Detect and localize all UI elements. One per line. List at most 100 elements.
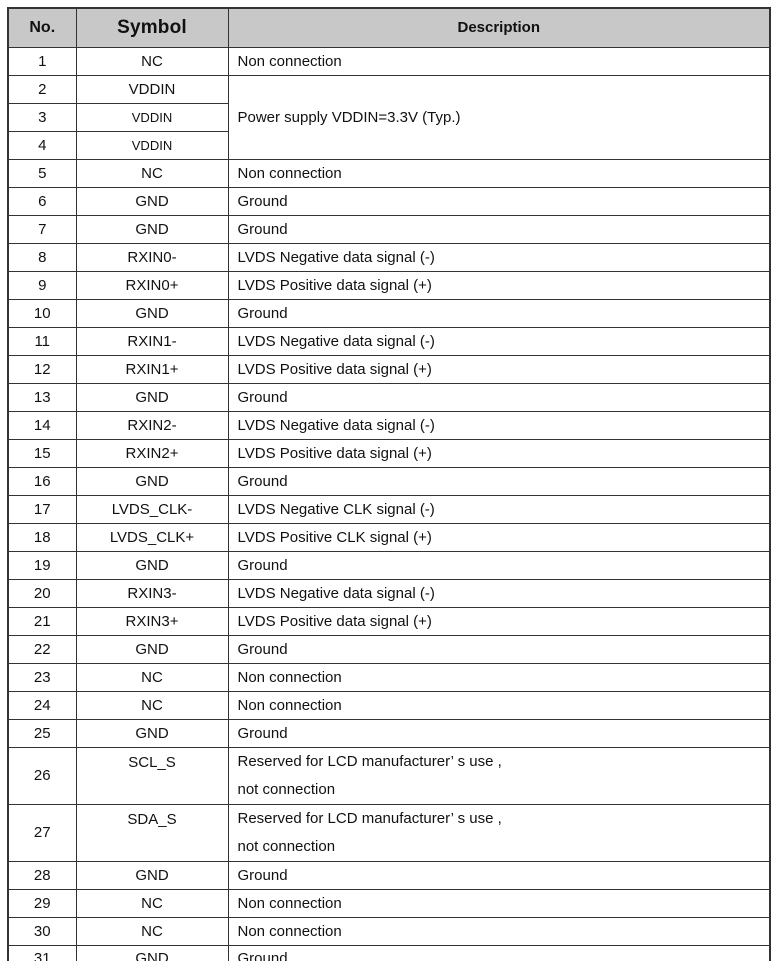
- table-row: 18 LVDS_CLK+ LVDS Positive CLK signal (+…: [7, 522, 771, 552]
- cell-no: 4: [7, 130, 77, 160]
- table-row: 11 RXIN1- LVDS Negative data signal (-): [7, 326, 771, 356]
- description-line: not connection: [237, 837, 336, 855]
- table-row: 20 RXIN3- LVDS Negative data signal (-): [7, 578, 771, 608]
- cell-symbol: NC: [75, 158, 229, 188]
- cell-no: 30: [7, 916, 77, 946]
- table-row: 31 GND Ground: [7, 944, 771, 961]
- cell-symbol: SCL_S: [75, 746, 229, 805]
- cell-no: 11: [7, 326, 77, 356]
- cell-symbol: NC: [75, 662, 229, 692]
- cell-no: 25: [7, 718, 77, 748]
- cell-no: 23: [7, 662, 77, 692]
- cell-description: Non connection: [227, 46, 771, 76]
- cell-symbol: RXIN0-: [75, 242, 229, 272]
- table-row: 22 GND Ground: [7, 634, 771, 664]
- header-symbol: Symbol: [75, 7, 229, 48]
- cell-description: Non connection: [227, 690, 771, 720]
- cell-symbol: RXIN1+: [75, 354, 229, 384]
- cell-no: 20: [7, 578, 77, 608]
- cell-symbol: NC: [75, 916, 229, 946]
- table-row: 17 LVDS_CLK- LVDS Negative CLK signal (-…: [7, 494, 771, 524]
- cell-description: Ground: [227, 944, 771, 961]
- cell-description: Non connection: [227, 662, 771, 692]
- cell-no: 10: [7, 298, 77, 328]
- cell-symbol: VDDIN: [75, 102, 229, 132]
- cell-description: Non connection: [227, 916, 771, 946]
- cell-description: Ground: [227, 298, 771, 328]
- cell-description: Reserved for LCD manufacturer’ s use , n…: [227, 746, 771, 805]
- table-row: 1 NC Non connection: [7, 46, 771, 76]
- cell-no: 6: [7, 186, 77, 216]
- table-row: 4 VDDIN: [7, 130, 770, 160]
- cell-no: 22: [7, 634, 77, 664]
- cell-no: 17: [7, 494, 77, 524]
- header-row: No. Symbol Description: [7, 7, 771, 48]
- cell-description: Reserved for LCD manufacturer’ s use , n…: [227, 803, 771, 862]
- cell-symbol: GND: [75, 860, 229, 890]
- cell-symbol: LVDS_CLK-: [75, 494, 229, 524]
- table-row: 16 GND Ground: [7, 466, 771, 496]
- cell-description: LVDS Positive data signal (+): [227, 270, 771, 300]
- table-row: 7 GND Ground: [7, 214, 771, 244]
- cell-symbol: RXIN1-: [75, 326, 229, 356]
- cell-symbol: RXIN3+: [75, 606, 229, 636]
- table-row: 21 RXIN3+ LVDS Positive data signal (+): [7, 606, 771, 636]
- cell-symbol: GND: [75, 944, 229, 961]
- table-row: 25 GND Ground: [7, 718, 771, 748]
- cell-no: 31: [7, 944, 77, 961]
- cell-description: Ground: [227, 718, 771, 748]
- cell-symbol: LVDS_CLK+: [75, 522, 229, 552]
- table-row: 5 NC Non connection: [7, 158, 771, 188]
- table-row: 29 NC Non connection: [7, 888, 771, 918]
- cell-symbol: NC: [75, 888, 229, 918]
- table-row: 24 NC Non connection: [7, 690, 771, 720]
- cell-description: LVDS Negative data signal (-): [227, 578, 771, 608]
- cell-symbol: SDA_S: [75, 803, 229, 862]
- cell-symbol: NC: [75, 690, 229, 720]
- cell-symbol: GND: [75, 298, 229, 328]
- cell-description: LVDS Negative CLK signal (-): [227, 494, 771, 524]
- header-description: Description: [227, 7, 771, 48]
- cell-no: 1: [7, 46, 77, 76]
- cell-description: Non connection: [227, 888, 771, 918]
- cell-symbol: GND: [75, 718, 229, 748]
- cell-no: 2: [7, 74, 77, 104]
- cell-symbol: VDDIN: [75, 74, 229, 104]
- cell-description: Ground: [227, 466, 771, 496]
- cell-no: 29: [7, 888, 77, 918]
- description-line: not connection: [237, 780, 336, 798]
- cell-symbol: RXIN3-: [75, 578, 229, 608]
- cell-description: LVDS Negative data signal (-): [227, 242, 771, 272]
- cell-no: 5: [7, 158, 77, 188]
- cell-symbol: GND: [75, 186, 229, 216]
- table-row: 23 NC Non connection: [7, 662, 771, 692]
- cell-no: 28: [7, 860, 77, 890]
- cell-description: Ground: [227, 860, 771, 890]
- cell-symbol: GND: [75, 214, 229, 244]
- cell-description: LVDS Positive data signal (+): [227, 354, 771, 384]
- cell-description: Ground: [227, 634, 771, 664]
- cell-description-merged: Power supply VDDIN=3.3V (Typ.): [227, 74, 771, 160]
- cell-no: 19: [7, 550, 77, 580]
- cell-symbol: GND: [75, 634, 229, 664]
- table-row: 8 RXIN0- LVDS Negative data signal (-): [7, 242, 771, 272]
- cell-description: LVDS Negative data signal (-): [227, 326, 771, 356]
- table-row: 19 GND Ground: [7, 550, 771, 580]
- header-no: No.: [7, 7, 77, 48]
- cell-symbol: RXIN2-: [75, 410, 229, 440]
- cell-symbol: GND: [75, 382, 229, 412]
- cell-symbol: VDDIN: [75, 130, 229, 160]
- pin-description-table: No. Symbol Description 1 NC Non connecti…: [7, 7, 771, 961]
- cell-no: 18: [7, 522, 77, 552]
- cell-description: Non connection: [227, 158, 771, 188]
- cell-no: 24: [7, 690, 77, 720]
- cell-description: Ground: [227, 214, 771, 244]
- table-row: 6 GND Ground: [7, 186, 771, 216]
- cell-no: 21: [7, 606, 77, 636]
- cell-symbol: NC: [75, 46, 229, 76]
- description-line: Reserved for LCD manufacturer’ s use ,: [237, 809, 502, 827]
- table-row: 13 GND Ground: [7, 382, 771, 412]
- cell-no: 16: [7, 466, 77, 496]
- table-row: 14 RXIN2- LVDS Negative data signal (-): [7, 410, 771, 440]
